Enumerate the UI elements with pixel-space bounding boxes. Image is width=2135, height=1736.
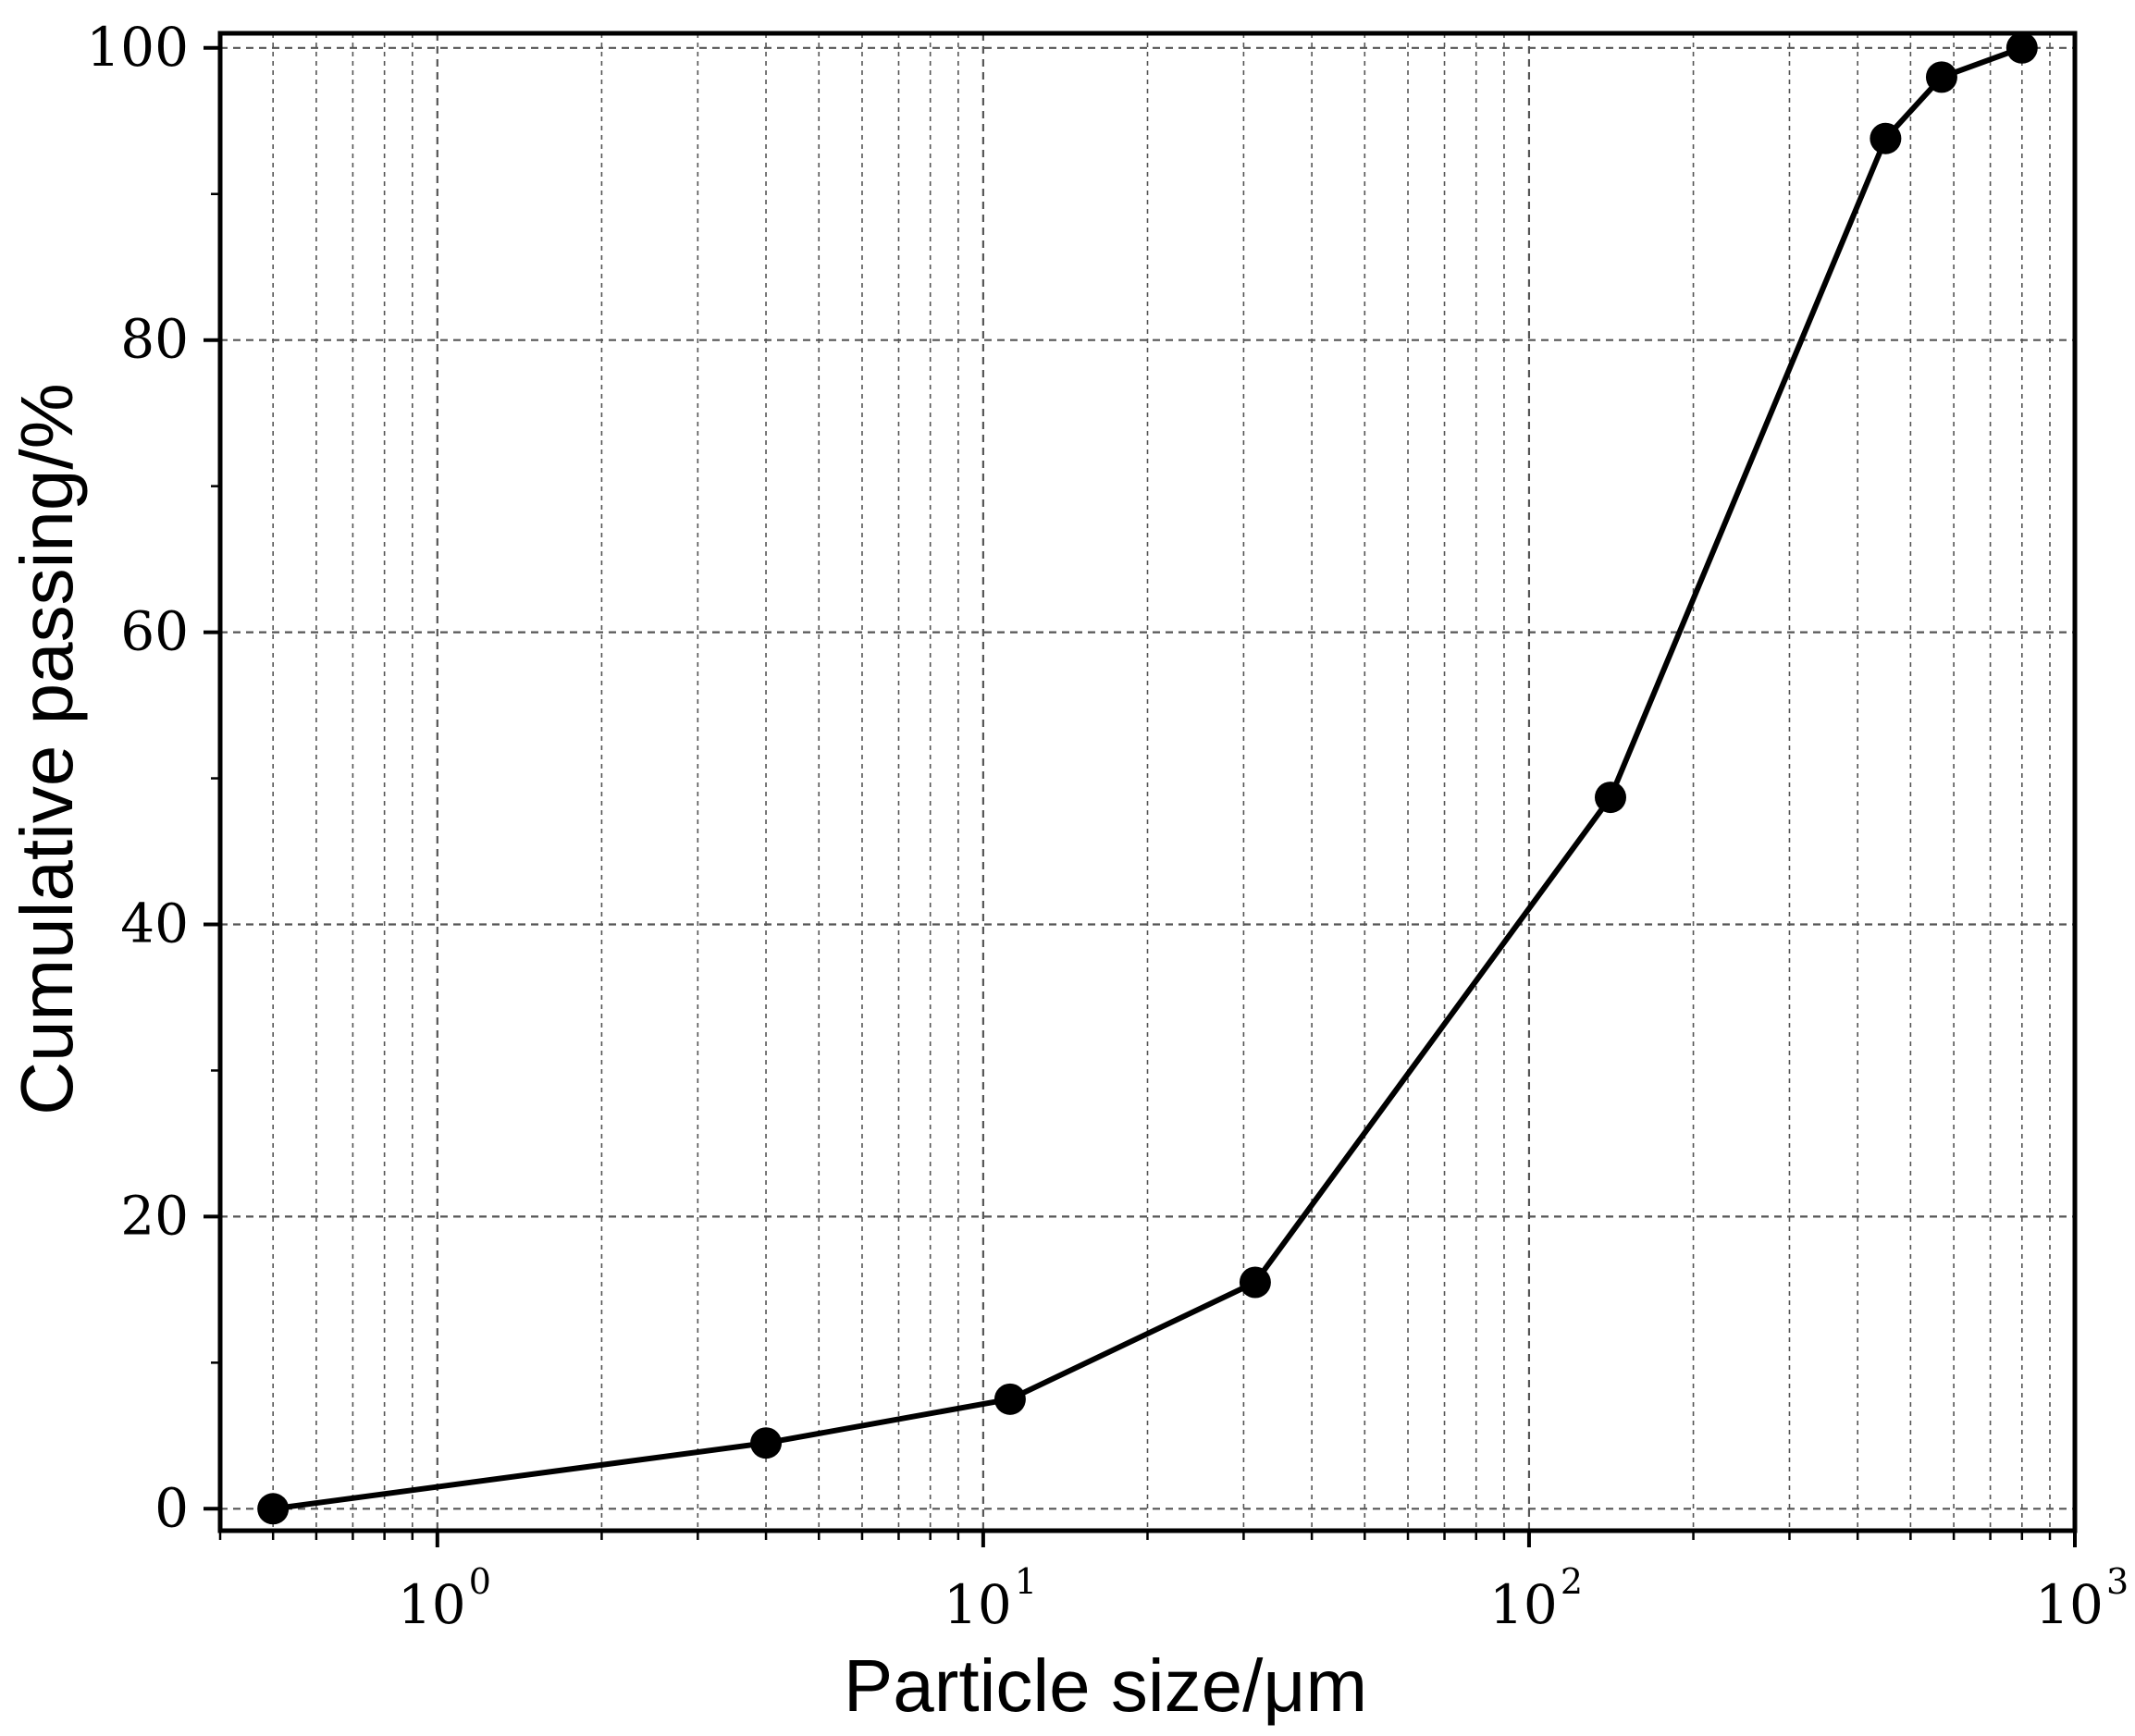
x-tick-exponent: 2 [1561,1561,1583,1602]
x-tick-label: 10 [1489,1573,1558,1636]
x-tick-labels: 10 0 10 1 10 2 10 3 [398,1561,2129,1636]
data-point [993,1383,1026,1415]
y-tick-label: 0 [154,1476,189,1539]
y-axis-label: Cumulative passing/% [6,383,88,1114]
data-point [1594,782,1626,814]
data-point [257,1493,290,1525]
y-tick-label: 100 [86,16,189,79]
x-tick-label: 10 [2035,1573,2104,1636]
plot-frame [217,31,2078,1533]
y-tick-label: 80 [120,308,189,371]
y-tick-label: 60 [120,600,189,663]
x-tick-label: 10 [398,1573,466,1636]
y-tick-label: 40 [120,893,189,955]
data-point [750,1427,783,1459]
data-point [1870,122,1902,154]
y-tick-labels: 0 20 40 60 80 100 [86,16,189,1540]
data-point [1239,1266,1271,1299]
minor-grid [219,33,2051,1531]
x-tick-exponent: 3 [2106,1561,2129,1602]
x-tick-exponent: 0 [469,1561,491,1602]
axis-ticks [204,45,2077,1547]
y-tick-label: 20 [120,1184,189,1247]
data-point [2005,31,2038,64]
x-tick-label: 10 [944,1573,1012,1636]
x-axis-label: Particle size/μm [844,1644,1367,1727]
x-tick-exponent: 1 [1015,1561,1037,1602]
data-point [1925,61,1957,93]
major-grid [220,33,2075,1531]
data-series [257,31,2038,1525]
